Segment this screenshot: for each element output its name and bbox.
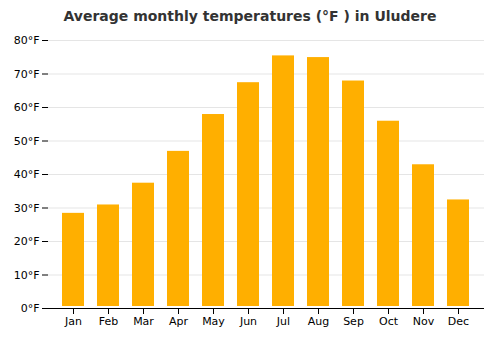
html-text:Average monthly temperatures (: Average monthly temperatures (°F ) in Ul… bbox=[63, 8, 437, 24]
svg-text:Jun: Jun bbox=[239, 315, 257, 328]
svg-text:Dec: Dec bbox=[448, 315, 469, 328]
svg-text:Mar: Mar bbox=[133, 315, 154, 328]
svg-text:0°F: 0°F bbox=[21, 302, 40, 315]
svg-text:Jan: Jan bbox=[64, 315, 82, 328]
svg-text:80°F: 80°F bbox=[14, 34, 40, 47]
svg-text:60°F: 60°F bbox=[14, 101, 40, 114]
svg-text:70°F: 70°F bbox=[14, 68, 40, 81]
svg-text:30°F: 30°F bbox=[14, 202, 40, 215]
svg-text:Aug: Aug bbox=[308, 315, 329, 328]
svg-text:Oct: Oct bbox=[379, 315, 399, 328]
svg-text:Nov: Nov bbox=[413, 315, 435, 328]
svg-text:40°F: 40°F bbox=[14, 168, 40, 181]
svg-text:10°F: 10°F bbox=[14, 269, 40, 282]
svg-text:20°F: 20°F bbox=[14, 235, 40, 248]
svg-text:Feb: Feb bbox=[99, 315, 118, 328]
svg-text:50°F: 50°F bbox=[14, 135, 40, 148]
svg-text:Jul: Jul bbox=[276, 315, 290, 328]
svg-text:May: May bbox=[202, 315, 225, 328]
svg-text:Sep: Sep bbox=[343, 315, 364, 328]
svg-text:Apr: Apr bbox=[169, 315, 189, 328]
